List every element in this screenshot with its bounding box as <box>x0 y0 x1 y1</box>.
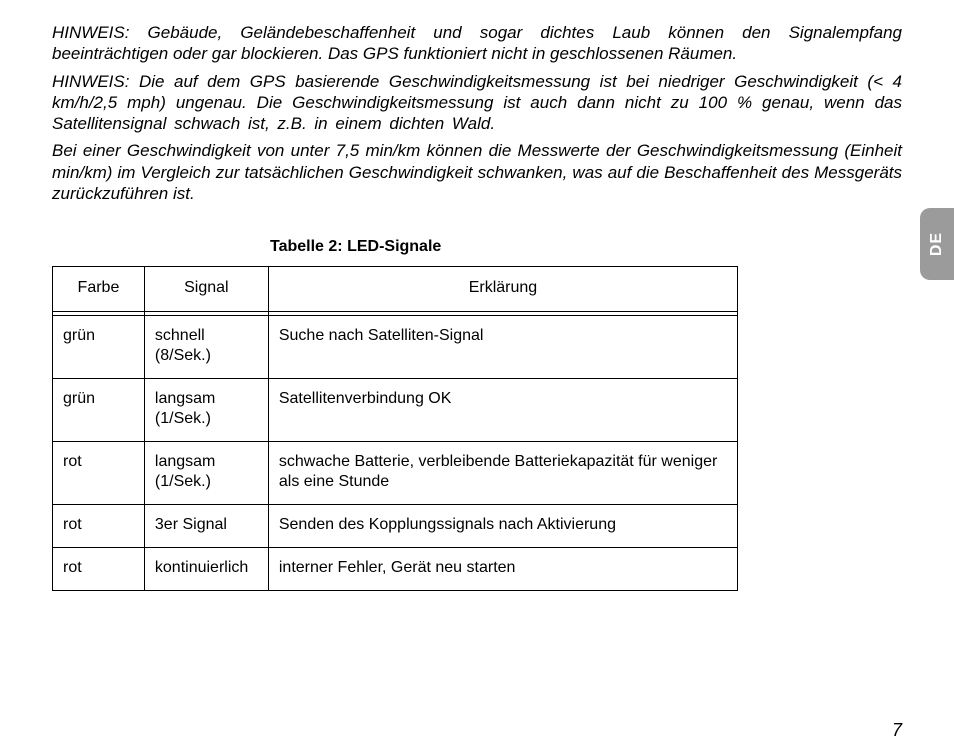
cell-farbe: rot <box>53 442 145 505</box>
cell-signal: langsam (1/Sek.) <box>144 442 268 505</box>
cell-farbe: grün <box>53 379 145 442</box>
cell-farbe: grün <box>53 316 145 379</box>
table-caption: Tabelle 2: LED-Signale <box>270 238 902 256</box>
led-signal-table: Farbe Signal Erklärung grün schnell (8/S… <box>52 266 738 591</box>
hinweis-1: HINWEIS: Gebäude, Geländebeschaffenheit … <box>52 22 902 65</box>
language-tab-label: DE <box>928 232 946 256</box>
cell-farbe: rot <box>53 505 145 548</box>
cell-signal: langsam (1/Sek.) <box>144 379 268 442</box>
page-content: HINWEIS: Gebäude, Geländebeschaffenheit … <box>0 0 954 591</box>
table-row: rot langsam (1/Sek.) schwache Batterie, … <box>53 442 738 505</box>
table-row: rot 3er Signal Senden des Kopplungssigna… <box>53 505 738 548</box>
cell-signal: schnell (8/Sek.) <box>144 316 268 379</box>
col-header-signal: Signal <box>144 267 268 312</box>
hinweis-3: Bei einer Geschwindigkeit von unter 7,5 … <box>52 140 902 204</box>
cell-erklaerung: interner Fehler, Gerät neu starten <box>268 548 737 591</box>
table-row: rot kontinuierlich interner Fehler, Gerä… <box>53 548 738 591</box>
table-row: grün schnell (8/Sek.) Suche nach Satelli… <box>53 316 738 379</box>
cell-erklaerung: Senden des Kopplungssignals nach Aktivie… <box>268 505 737 548</box>
table-header-row: Farbe Signal Erklärung <box>53 267 738 312</box>
hinweis-2: HINWEIS: Die auf dem GPS basierende Gesc… <box>52 71 902 135</box>
col-header-erklaerung: Erklärung <box>268 267 737 312</box>
cell-signal: kontinuierlich <box>144 548 268 591</box>
cell-erklaerung: schwache Batterie, verbleibende Batterie… <box>268 442 737 505</box>
cell-farbe: rot <box>53 548 145 591</box>
cell-erklaerung: Satellitenverbindung OK <box>268 379 737 442</box>
cell-erklaerung: Suche nach Satelliten-Signal <box>268 316 737 379</box>
language-tab: DE <box>920 208 954 280</box>
cell-signal: 3er Signal <box>144 505 268 548</box>
table-row: grün langsam (1/Sek.) Satellitenverbindu… <box>53 379 738 442</box>
col-header-farbe: Farbe <box>53 267 145 312</box>
page-number: 7 <box>892 720 902 741</box>
